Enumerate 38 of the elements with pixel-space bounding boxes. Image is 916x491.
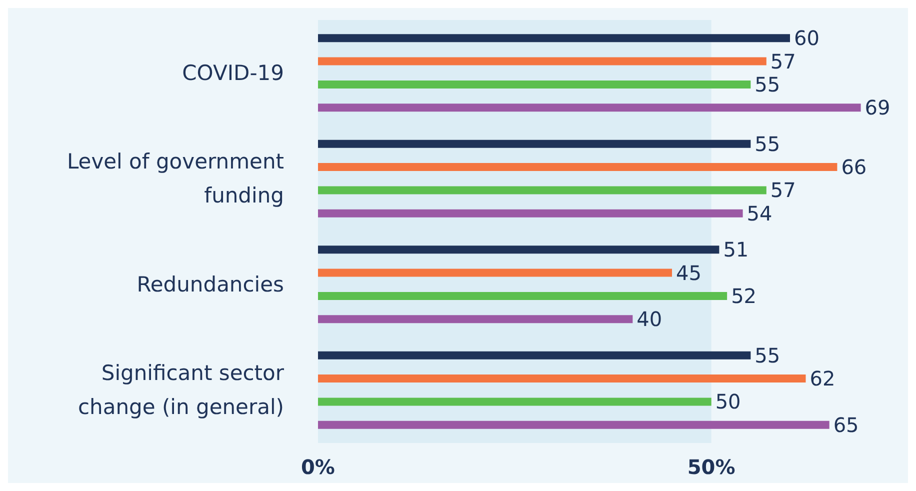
data-label: 55 — [754, 72, 780, 96]
y-tick-label: Redundancies — [136, 272, 284, 296]
bar — [318, 209, 743, 218]
bar — [318, 315, 633, 324]
data-label: 65 — [833, 412, 859, 437]
x-tick-label: 50% — [687, 455, 736, 479]
y-tick-label: COVID-19 — [182, 60, 284, 85]
y-tick-label: Level of government funding — [66, 150, 284, 208]
bar — [318, 374, 806, 383]
y-tick-label: Significant sector change (in general) — [78, 361, 284, 420]
bar — [318, 163, 838, 172]
bar — [318, 104, 861, 112]
data-label: 55 — [754, 132, 780, 156]
bar — [318, 351, 751, 360]
x-tick-label: 0% — [301, 455, 335, 479]
data-label: 54 — [746, 201, 772, 226]
data-label: 69 — [864, 96, 890, 120]
bar — [318, 292, 728, 300]
data-label: 66 — [841, 155, 867, 180]
data-label: 50 — [715, 390, 741, 414]
bar — [318, 398, 712, 406]
data-label: 52 — [731, 284, 757, 308]
bar — [318, 246, 720, 254]
data-label: 57 — [770, 49, 796, 74]
data-label: 45 — [676, 260, 702, 285]
data-label: 57 — [770, 178, 796, 202]
bar — [318, 140, 751, 148]
bar — [318, 420, 830, 429]
bar — [318, 186, 766, 194]
data-label: 51 — [723, 238, 749, 262]
data-label: 55 — [754, 343, 780, 368]
bar — [318, 34, 790, 42]
data-label: 60 — [794, 26, 820, 50]
bar — [318, 57, 766, 66]
data-label: 62 — [810, 366, 836, 391]
bar — [318, 268, 672, 277]
data-label: 40 — [636, 307, 662, 332]
bar — [318, 80, 751, 88]
